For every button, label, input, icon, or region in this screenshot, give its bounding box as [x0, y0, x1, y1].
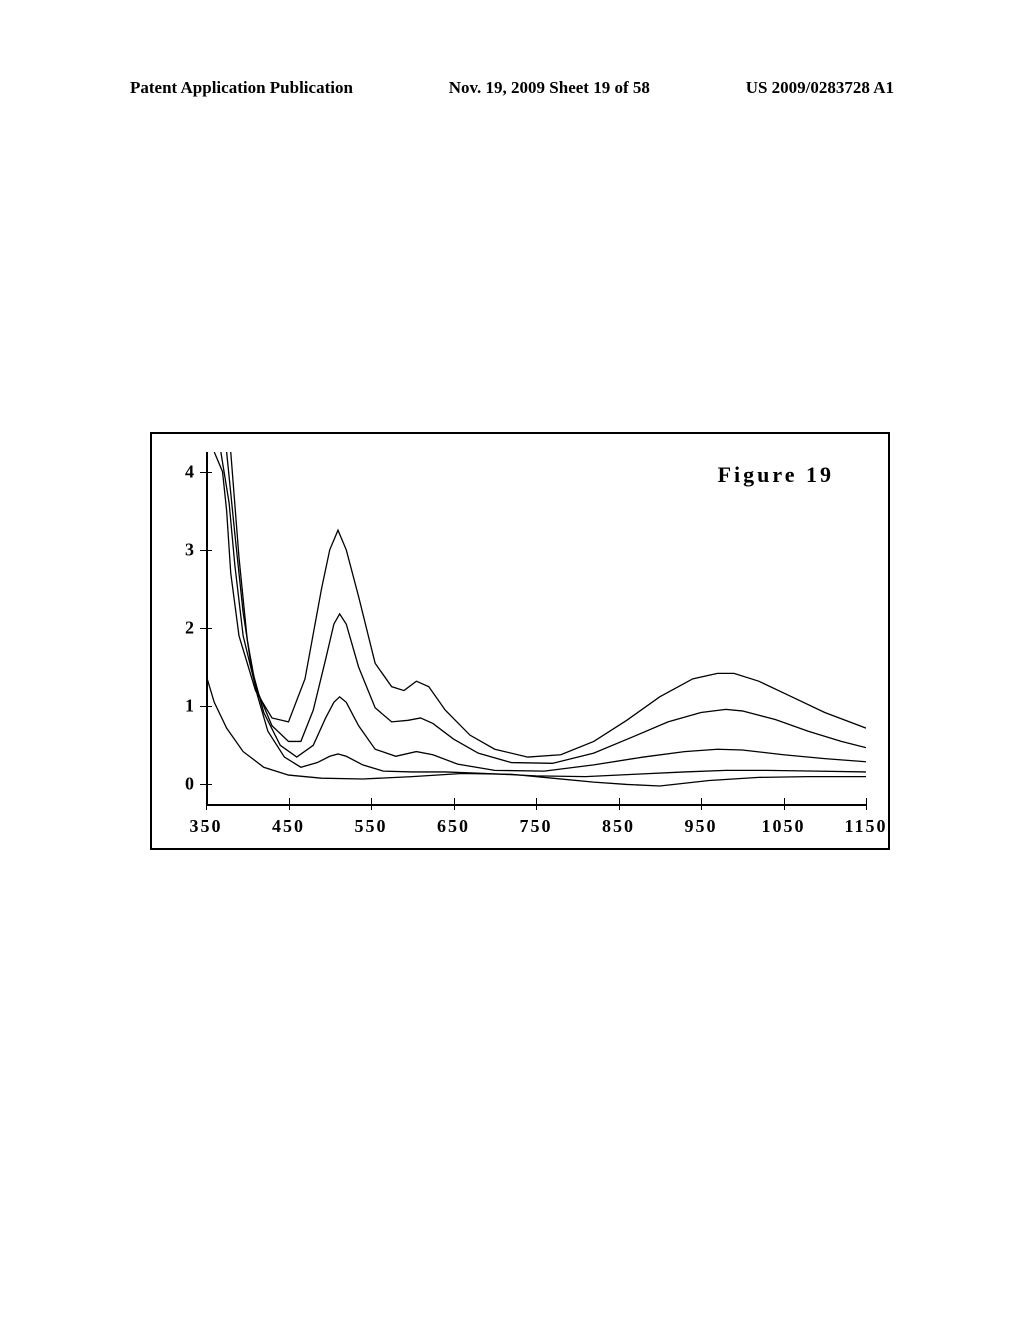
x-tick-label: 950 — [685, 816, 718, 837]
header-left: Patent Application Publication — [130, 78, 353, 98]
plot-svg — [206, 452, 866, 804]
x-tick-label: 1150 — [844, 816, 887, 837]
x-inner-tick — [866, 798, 867, 804]
x-tick-label: 850 — [602, 816, 635, 837]
x-tick — [866, 804, 867, 810]
x-tick — [619, 804, 620, 810]
figure-label: Figure 19 — [718, 462, 834, 488]
x-tick-label: 350 — [190, 816, 223, 837]
y-tick-label: 2 — [178, 618, 194, 639]
x-tick-label: 550 — [355, 816, 388, 837]
header-center: Nov. 19, 2009 Sheet 19 of 58 — [449, 78, 650, 98]
y-tick-label: 4 — [178, 461, 194, 482]
spectral-chart: Figure 19 0 1 2 3 4 350 450 550 650 750 850 950 1050… — [150, 432, 890, 850]
y-tick-label: 1 — [178, 696, 194, 717]
x-tick-label: 450 — [272, 816, 305, 837]
x-tick — [701, 804, 702, 810]
y-tick-label: 0 — [178, 774, 194, 795]
series-curve-1 — [214, 452, 866, 757]
y-inner-tick — [206, 472, 212, 473]
x-tick — [536, 804, 537, 810]
y-inner-tick — [206, 550, 212, 551]
x-inner-tick — [454, 798, 455, 804]
x-tick-label: 1050 — [762, 816, 806, 837]
y-inner-tick — [206, 784, 212, 785]
x-inner-tick — [784, 798, 785, 804]
x-tick — [454, 804, 455, 810]
plot-area: Figure 19 — [206, 452, 866, 804]
page-header: Patent Application Publication Nov. 19, … — [0, 78, 1024, 98]
y-inner-tick — [206, 628, 212, 629]
x-tick — [784, 804, 785, 810]
x-inner-tick — [701, 798, 702, 804]
x-tick-label: 650 — [437, 816, 470, 837]
x-inner-tick — [619, 798, 620, 804]
x-inner-tick — [371, 798, 372, 804]
x-inner-tick — [289, 798, 290, 804]
x-tick — [289, 804, 290, 810]
series-curve-4 — [231, 452, 866, 777]
series-curve-3 — [227, 452, 866, 771]
x-inner-tick — [206, 798, 207, 804]
y-inner-tick — [206, 706, 212, 707]
x-inner-tick — [536, 798, 537, 804]
x-tick — [371, 804, 372, 810]
header-right: US 2009/0283728 A1 — [746, 78, 894, 98]
y-tick-label: 3 — [178, 539, 194, 560]
x-tick — [206, 804, 207, 810]
x-tick-label: 750 — [520, 816, 553, 837]
